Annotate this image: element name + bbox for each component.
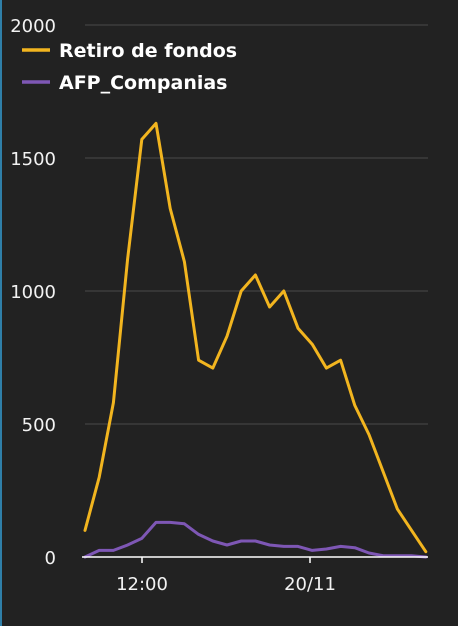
y-tick-label: 0 — [45, 548, 56, 569]
x-tick-label: 20/11 — [284, 574, 336, 595]
legend[interactable]: Retiro de fondos AFP_Companias — [22, 40, 237, 94]
grid-layer — [85, 24, 428, 425]
legend-label: Retiro de fondos — [59, 40, 237, 62]
y-tick-label: 2000 — [10, 16, 56, 37]
axis-layer: 0 500 1000 1500 2000 12:00 20/11 — [10, 16, 428, 595]
series-line-retiro-de-fondos — [83, 121, 428, 554]
y-tick-label: 1000 — [10, 282, 56, 303]
window-left-edge — [0, 0, 2, 626]
y-tick-label: 1500 — [10, 149, 56, 170]
series-line-afp-companias — [83, 520, 428, 559]
legend-item-afp-companias[interactable]: AFP_Companias — [22, 72, 228, 94]
x-tick-label: 12:00 — [116, 574, 168, 595]
series-layer — [83, 121, 428, 559]
y-tick-label: 500 — [22, 415, 56, 436]
legend-label: AFP_Companias — [59, 72, 228, 94]
legend-item-retiro-de-fondos[interactable]: Retiro de fondos — [22, 40, 237, 62]
